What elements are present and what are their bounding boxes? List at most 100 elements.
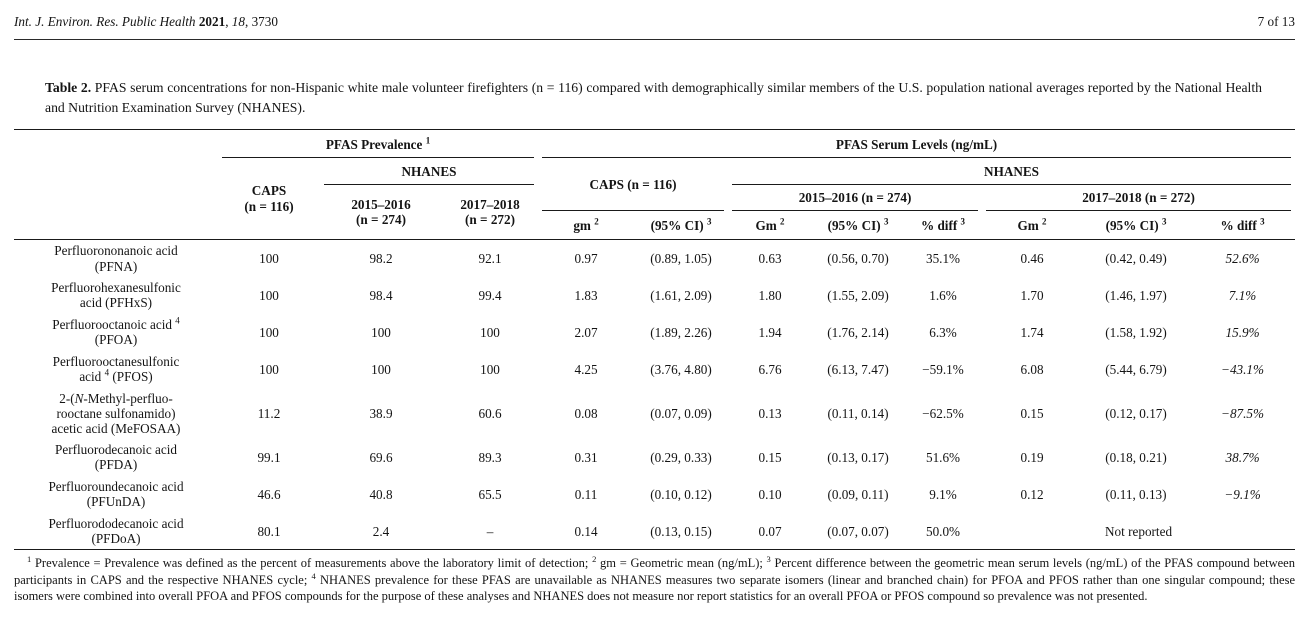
value-cell: 0.15 (758, 449, 782, 465)
y2015-2016-prevalence-header: 2015–2016 (n = 274) (320, 184, 442, 241)
value-cell: (0.29, 0.33) (650, 449, 712, 465)
n1516-gm-column-header: Gm 2 (728, 210, 813, 241)
n1516-ci-column-header: (95% CI) 3 (812, 210, 905, 241)
caps-ci-column-header: (95% CI) 3 (634, 210, 729, 241)
serum-group-header: PFAS Serum Levels (ng/mL) (538, 130, 1295, 158)
value-cell: 7.1% (1228, 287, 1257, 303)
value-cell: (0.10, 0.12) (650, 486, 712, 502)
caps-gm-column-header: gm 2 (538, 210, 635, 241)
compound-name-cell: Perfluorononanoic acid (PFNA) (54, 243, 178, 274)
table-row-pfos: Perfluorooctanesulfonic acid 4 (PFOS) 100… (14, 351, 1295, 388)
value-cell: 1.6% (929, 287, 957, 303)
value-cell: 65.5 (478, 486, 502, 502)
value-cell: 15.9% (1225, 324, 1260, 340)
value-cell: −9.1% (1224, 486, 1261, 502)
not-reported-cell: Not reported (982, 512, 1296, 551)
value-cell: 1.83 (574, 287, 598, 303)
value-cell: (1.76, 2.14) (827, 324, 889, 340)
value-cell: 6.76 (758, 361, 782, 377)
value-cell: 1.94 (758, 324, 782, 340)
value-cell: (0.18, 0.21) (1105, 449, 1167, 465)
compound-name-cell: Perfluorooctanoic acid 4 (PFOA) (52, 315, 180, 348)
value-cell: 100 (480, 361, 500, 377)
value-cell: (1.55, 2.09) (827, 287, 889, 303)
value-cell: (0.12, 0.17) (1105, 405, 1167, 421)
table-row-pfna: Perfluorononanoic acid (PFNA) 100 98.2 92… (14, 240, 1295, 277)
value-cell: (1.61, 2.09) (650, 287, 712, 303)
prevalence-group-header: PFAS Prevalence 1 (218, 130, 538, 158)
value-cell: 2.4 (320, 512, 442, 551)
table-row-pfunda: Perfluoroundecanoic acid (PFUnDA) 46.6 40… (14, 476, 1295, 513)
value-cell: (6.13, 7.47) (827, 361, 889, 377)
y2017-2018-prevalence-header: 2017–2018 (n = 272) (442, 184, 539, 241)
value-cell: 100 (259, 287, 279, 303)
compound-name-cell: Perfluorodecanoic acid (PFDA) (55, 442, 177, 473)
value-cell: 50.0% (904, 512, 983, 551)
value-cell: 100 (480, 324, 500, 340)
n1718-ci-column-header: (95% CI) 3 (1082, 210, 1191, 241)
value-cell: 80.1 (218, 512, 320, 551)
value-cell: 0.15 (1020, 405, 1044, 421)
value-cell: 100 (371, 324, 391, 340)
n1516-diff-column-header: % diff 3 (904, 210, 983, 241)
value-cell: 6.08 (1020, 361, 1044, 377)
value-cell: 0.97 (574, 251, 598, 266)
value-cell: (0.07, 0.09) (650, 405, 712, 421)
value-cell: 98.4 (369, 287, 393, 303)
value-cell: (0.89, 1.05) (650, 251, 712, 266)
value-cell: 100 (259, 361, 279, 377)
value-cell: 0.31 (574, 449, 598, 465)
value-cell: 1.74 (1020, 324, 1044, 340)
corner-blank-cell (14, 129, 218, 241)
value-cell: (0.42, 0.49) (1105, 251, 1167, 266)
value-cell: 35.1% (925, 251, 961, 266)
value-cell: 89.3 (478, 449, 502, 465)
pfas-table: PFAS Prevalence 1 PFAS Serum Levels (ng/… (14, 129, 1296, 551)
compound-name-cell: Perfluorohexanesulfonic acid (PFHxS) (51, 280, 181, 311)
value-cell: −87.5% (1221, 405, 1265, 421)
value-cell: 1.70 (1020, 287, 1044, 303)
value-cell: (0.13, 0.17) (827, 449, 889, 465)
compound-name-cell: Perfluoroundecanoic acid (PFUnDA) (48, 479, 184, 510)
value-cell: 100 (371, 361, 391, 377)
value-cell: 38.9 (369, 405, 393, 421)
value-cell: (0.56, 0.70) (827, 251, 889, 266)
value-cell: 4.25 (574, 361, 598, 377)
running-head: Int. J. Environ. Res. Public Health 2021… (14, 14, 1295, 40)
table-row-mefosaa: 2-(N-Methyl-perfluo-rooctane sulfonamido… (14, 388, 1295, 439)
value-cell: 0.14 (538, 512, 635, 551)
value-cell: 100 (259, 251, 279, 266)
compound-name-cell: 2-(N-Methyl-perfluo-rooctane sulfonamido… (51, 390, 181, 436)
caps-prevalence-header: CAPS (n = 116) (218, 157, 320, 241)
value-cell: 0.19 (1020, 449, 1044, 465)
journal-title: Int. J. Environ. Res. Public Health 2021… (14, 14, 278, 29)
value-cell: 98.2 (369, 251, 393, 266)
value-cell: 0.12 (1020, 486, 1044, 502)
value-cell: (1.58, 1.92) (1105, 324, 1167, 340)
table-footnotes: 1 Prevalence = Prevalence was defined as… (14, 554, 1295, 603)
value-cell: 2.07 (574, 324, 598, 340)
y2017-2018-serum-header: 2017–2018 (n = 272) (982, 185, 1295, 211)
value-cell: 1.80 (758, 287, 782, 303)
compound-name-cell: Perfluorooctanesulfonic acid 4 (PFOS) (52, 354, 180, 385)
n1718-gm-column-header: Gm 2 (982, 210, 1083, 241)
value-cell: 52.6% (1225, 251, 1260, 266)
value-cell: −59.1% (922, 361, 964, 377)
value-cell: 6.3% (929, 324, 957, 340)
value-cell: 38.7% (1225, 449, 1260, 465)
value-cell: 0.13 (758, 405, 782, 421)
nhanes-prevalence-header: NHANES (320, 158, 538, 185)
value-cell: −62.5% (922, 405, 964, 421)
nhanes-serum-header: NHANES (728, 158, 1295, 185)
value-cell: 100 (259, 324, 279, 340)
value-cell: 0.10 (758, 486, 782, 502)
value-cell: 99.1 (257, 449, 281, 465)
value-cell: 0.46 (1020, 251, 1044, 266)
table-row-pfoa: Perfluorooctanoic acid 4 (PFOA) 100 100 1… (14, 314, 1295, 351)
value-cell: (0.07, 0.07) (812, 512, 905, 551)
value-cell: 0.08 (574, 405, 598, 421)
value-cell: 40.8 (369, 486, 393, 502)
value-cell: 51.6% (925, 449, 961, 465)
value-cell: (3.76, 4.80) (650, 361, 712, 377)
